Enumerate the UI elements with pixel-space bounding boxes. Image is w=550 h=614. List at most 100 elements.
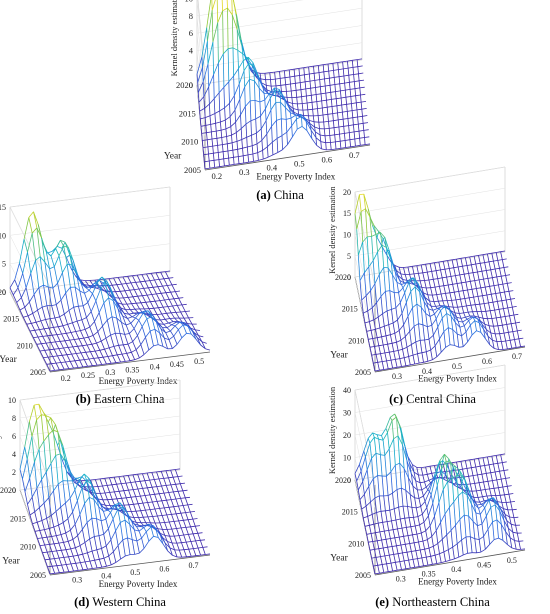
mesh-line [320, 141, 322, 149]
mesh-line [423, 522, 427, 531]
mesh-line [512, 306, 517, 308]
mesh-line [263, 156, 269, 160]
mesh-line [333, 127, 336, 135]
mesh-line [446, 277, 449, 286]
mesh-line [498, 308, 504, 310]
mesh-line [364, 526, 368, 535]
mesh-line [112, 300, 118, 319]
mesh-line [329, 135, 331, 143]
mesh-line [103, 297, 109, 304]
mesh-line [472, 521, 478, 527]
mesh-line [77, 529, 83, 536]
mesh-line [83, 359, 88, 367]
mesh-line [246, 146, 249, 155]
mesh-line [409, 273, 415, 275]
mesh-line [494, 308, 500, 311]
mesh-line [57, 326, 62, 335]
mesh-line [465, 280, 471, 283]
mesh-line [461, 539, 464, 556]
mesh-line [310, 129, 317, 138]
mesh-line [202, 146, 208, 148]
mesh-line [365, 208, 371, 218]
mesh-line [496, 316, 501, 319]
mesh-line [337, 61, 343, 63]
mesh-line [30, 260, 36, 274]
mesh-line [140, 495, 144, 504]
mesh-line [178, 505, 184, 507]
mesh-line [384, 455, 387, 477]
mesh-line [208, 153, 210, 162]
mesh-line [383, 546, 388, 549]
mesh-line [93, 357, 99, 359]
mesh-line [222, 10, 224, 54]
mesh-line [53, 483, 59, 492]
mesh-line [505, 340, 508, 349]
mesh-line [50, 515, 55, 528]
mesh-line [424, 297, 430, 302]
mesh-line [33, 211, 38, 228]
mesh-line [454, 291, 459, 293]
mesh-line [408, 277, 414, 283]
mesh-line [133, 503, 139, 505]
mesh-line [409, 542, 415, 544]
mesh-line [456, 283, 460, 292]
mesh-line [147, 501, 153, 503]
mesh-line [168, 521, 173, 530]
z-gridline [196, 42, 363, 68]
mesh-line [79, 545, 83, 555]
mesh-line [442, 534, 447, 540]
mesh-line [136, 274, 141, 282]
mesh-line [381, 564, 385, 573]
mesh-line [102, 499, 106, 506]
mesh-line [274, 87, 276, 91]
mesh-line [253, 160, 259, 162]
mesh-line [84, 280, 89, 286]
mesh-line [340, 90, 342, 99]
mesh-line [159, 508, 163, 516]
mesh-line [386, 563, 389, 572]
mesh-line [311, 138, 317, 146]
mesh-line [455, 275, 458, 284]
z-tick-label: 10 [343, 231, 351, 240]
mesh-line [155, 271, 161, 274]
mesh-line [369, 549, 375, 551]
mesh-line [411, 341, 417, 345]
mesh-line [154, 494, 158, 502]
mesh-line [36, 344, 41, 352]
mesh-line [136, 537, 142, 542]
mesh-line [379, 531, 382, 541]
mesh-line [89, 559, 95, 562]
mesh-line [342, 68, 345, 77]
mesh-line [198, 335, 204, 338]
mesh-line [123, 489, 129, 492]
mesh-line [456, 259, 459, 268]
mesh-line [142, 472, 148, 474]
z-axis-label: Kernel density estimation [327, 386, 337, 474]
mesh-line [471, 504, 474, 522]
mesh-line [22, 459, 28, 479]
mesh-line [269, 90, 276, 99]
mesh-line [86, 311, 92, 318]
mesh-line [119, 522, 124, 540]
mesh-line [218, 53, 224, 64]
mesh-line [426, 507, 429, 516]
mesh-line [98, 506, 102, 521]
mesh-line [121, 321, 127, 326]
mesh-line [44, 544, 50, 546]
mesh-line [370, 501, 373, 515]
mesh-line [340, 147, 346, 149]
mesh-line [494, 333, 498, 342]
mesh-line [82, 345, 87, 353]
mesh-line [413, 472, 417, 481]
mesh-line [484, 287, 488, 296]
mesh-line [350, 145, 356, 148]
mesh-line [76, 352, 82, 354]
mesh-line [407, 534, 413, 536]
mesh-line [92, 364, 98, 367]
mesh-line [201, 27, 208, 57]
mesh-line [506, 324, 509, 333]
mesh-line [84, 542, 88, 553]
mesh-line [513, 517, 516, 526]
mesh-line [56, 564, 62, 567]
mesh-line [390, 538, 393, 547]
